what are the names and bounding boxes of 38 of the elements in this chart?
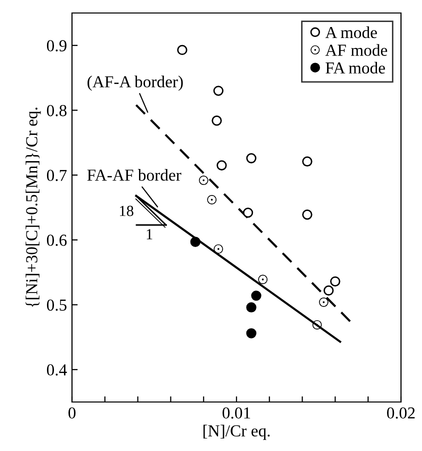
point — [242, 208, 254, 218]
y-tick-label: 0.6 — [46, 234, 67, 246]
x-tick-label: 0.02 — [387, 407, 415, 419]
point — [198, 176, 208, 185]
point — [190, 236, 200, 247]
point — [213, 86, 224, 96]
point — [246, 302, 256, 312]
point — [212, 116, 222, 126]
point — [330, 276, 340, 286]
annotation: 1 — [146, 229, 152, 240]
point — [251, 290, 262, 301]
annotation: (AF-A border) — [88, 76, 183, 91]
point — [302, 156, 312, 167]
point — [246, 328, 256, 338]
point — [258, 274, 268, 284]
annotation: 18 — [120, 206, 134, 216]
legend-label: A mode — [325, 26, 377, 38]
annotation: FA-AF border — [87, 169, 182, 181]
point — [312, 320, 322, 330]
point — [246, 153, 256, 164]
y-tick-label: 0.8 — [46, 104, 67, 116]
y-tick-label: 0.5 — [46, 299, 66, 311]
point — [207, 195, 216, 204]
y-tick-label: 0.4 — [46, 364, 67, 376]
point — [319, 298, 328, 307]
legend-label: FA mode — [326, 62, 385, 74]
x-tick-label: 0.01 — [222, 407, 250, 419]
point — [214, 244, 224, 254]
y-axis-title: {[Ni]+30[C]+0.5[Mn]}/Cr eq. — [26, 108, 41, 307]
point — [216, 160, 227, 170]
y-tick-label: 0.7 — [46, 170, 67, 182]
legend-label: AF mode — [325, 44, 388, 56]
x-tick-label: 0 — [68, 407, 76, 419]
point — [177, 44, 188, 56]
point — [324, 285, 334, 296]
point — [302, 210, 312, 220]
y-tick-label: 0.9 — [46, 40, 66, 52]
x-axis-title: [N]/Cr eq. — [203, 424, 270, 440]
